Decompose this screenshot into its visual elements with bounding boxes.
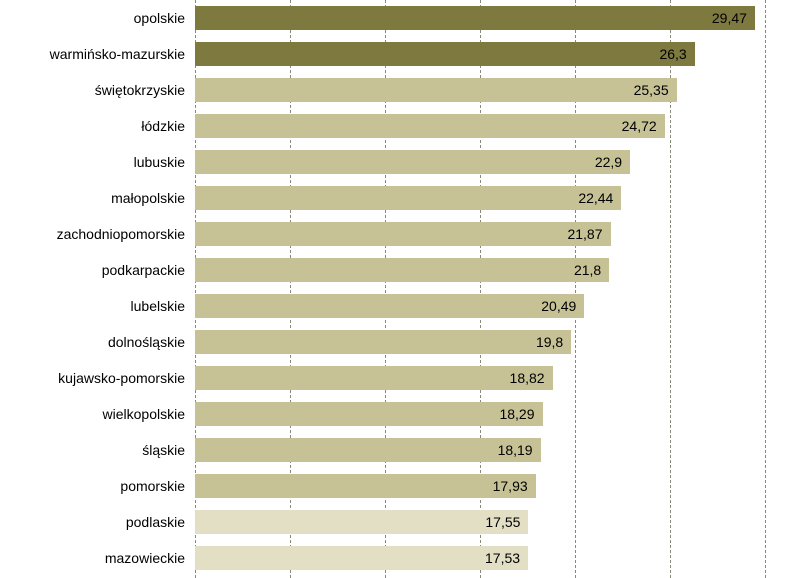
category-label: małopolskie (0, 190, 185, 206)
bar-value-label: 19,8 (536, 334, 563, 350)
bar-row: wielkopolskie 18,29 (0, 396, 789, 432)
hbar-chart: opolskie 29,47 warmińsko-mazurskie 26,3 świę… (0, 0, 789, 578)
bar-value-label: 17,93 (493, 478, 528, 494)
bar-value-label: 18,19 (498, 442, 533, 458)
category-label: lubelskie (0, 298, 185, 314)
bar-row: lubelskie 20,49 (0, 288, 789, 324)
bar-value-label: 21,8 (574, 262, 601, 278)
bar-row: małopolskie 22,44 (0, 180, 789, 216)
bar-row: podkarpackie 21,8 (0, 252, 789, 288)
category-label: wielkopolskie (0, 406, 185, 422)
bar-row: dolnośląskie 19,8 (0, 324, 789, 360)
bar-value-label: 21,87 (567, 226, 602, 242)
bar-value-label: 22,44 (578, 190, 613, 206)
bar: 17,93 (195, 474, 536, 498)
bar-value-label: 18,29 (499, 406, 534, 422)
bar-row: opolskie 29,47 (0, 0, 789, 36)
bar-value-label: 22,9 (595, 154, 622, 170)
bar: 21,8 (195, 258, 609, 282)
bar: 17,53 (195, 546, 528, 570)
bar-row: podlaskie 17,55 (0, 504, 789, 540)
bar-value-label: 24,72 (622, 118, 657, 134)
category-label: lubuskie (0, 154, 185, 170)
category-label: zachodniopomorskie (0, 226, 185, 242)
category-label: śląskie (0, 442, 185, 458)
bar: 24,72 (195, 114, 665, 138)
bar-value-label: 29,47 (712, 10, 747, 26)
bar-row: pomorskie 17,93 (0, 468, 789, 504)
bar: 18,29 (195, 402, 543, 426)
category-label: świętokrzyskie (0, 82, 185, 98)
bar-row: mazowieckie 17,53 (0, 540, 789, 576)
bar: 20,49 (195, 294, 584, 318)
bar-value-label: 25,35 (634, 82, 669, 98)
bar: 18,19 (195, 438, 541, 462)
category-label: dolnośląskie (0, 334, 185, 350)
bar: 21,87 (195, 222, 611, 246)
bar-value-label: 20,49 (541, 298, 576, 314)
category-label: łódzkie (0, 118, 185, 134)
bar-value-label: 18,82 (510, 370, 545, 386)
bar-row: zachodniopomorskie 21,87 (0, 216, 789, 252)
bar: 29,47 (195, 6, 755, 30)
bar-row: kujawsko-pomorskie 18,82 (0, 360, 789, 396)
bar: 19,8 (195, 330, 571, 354)
category-label: warmińsko-mazurskie (0, 46, 185, 62)
bar: 26,3 (195, 42, 695, 66)
bar-row: łódzkie 24,72 (0, 108, 789, 144)
bar: 22,44 (195, 186, 621, 210)
category-label: podlaskie (0, 514, 185, 530)
bar-value-label: 26,3 (659, 46, 686, 62)
bar: 22,9 (195, 150, 630, 174)
bar-value-label: 17,55 (485, 514, 520, 530)
bar: 25,35 (195, 78, 677, 102)
category-label: pomorskie (0, 478, 185, 494)
bar-row: warmińsko-mazurskie 26,3 (0, 36, 789, 72)
bar-value-label: 17,53 (485, 550, 520, 566)
bar: 18,82 (195, 366, 553, 390)
bar-row: śląskie 18,19 (0, 432, 789, 468)
bar-row: lubuskie 22,9 (0, 144, 789, 180)
category-label: kujawsko-pomorskie (0, 370, 185, 386)
category-label: mazowieckie (0, 550, 185, 566)
category-label: opolskie (0, 10, 185, 26)
bar-row: świętokrzyskie 25,35 (0, 72, 789, 108)
bar: 17,55 (195, 510, 528, 534)
category-label: podkarpackie (0, 262, 185, 278)
